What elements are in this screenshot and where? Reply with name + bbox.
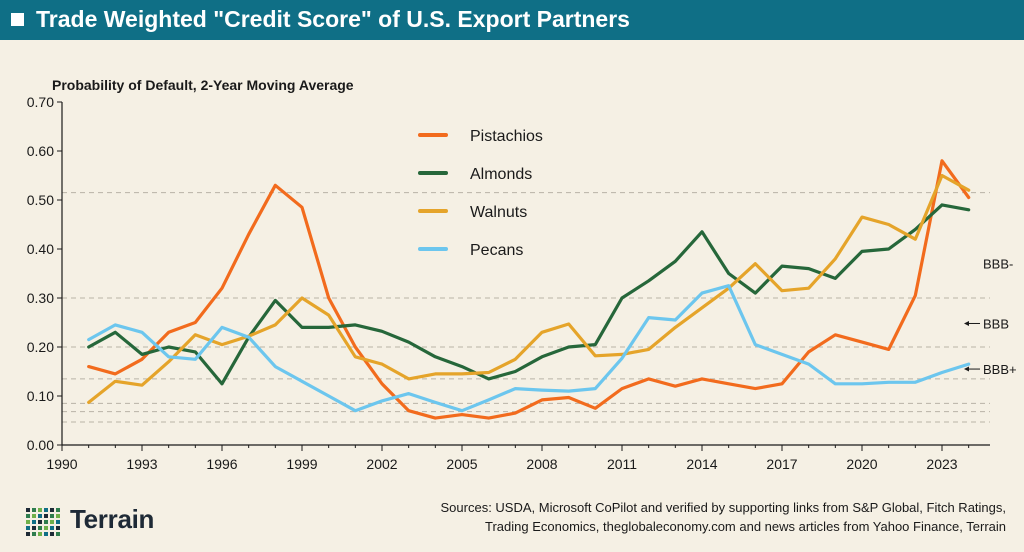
x-tick-label: 2014 xyxy=(686,456,717,472)
logo-dot xyxy=(32,514,36,518)
legend: Pistachios Almonds Walnuts Pecans xyxy=(418,128,543,259)
rating-label: BBB+ xyxy=(983,362,1017,377)
rating-label: BBB xyxy=(983,316,1009,331)
logo-dot xyxy=(26,514,30,518)
y-tick-label: 0.70 xyxy=(27,94,54,110)
legend-label: Pecans xyxy=(470,242,523,259)
chart-area: 0.00 0.10 0.20 0.30 0.40 0.50 0.60 0.70 1990 1993… xyxy=(27,77,1017,472)
logo-dot xyxy=(32,526,36,530)
axes: 0.00 0.10 0.20 0.30 0.40 0.50 0.60 0.70 1990 1993… xyxy=(27,94,990,472)
sources-line-1: Sources: USDA, Microsoft CoPilot and ver… xyxy=(440,500,1007,515)
x-tick-label: 2017 xyxy=(766,456,797,472)
logo-dot xyxy=(26,526,30,530)
x-tick-label: 2005 xyxy=(446,456,477,472)
x-tick-label: 1993 xyxy=(126,456,157,472)
logo-dot xyxy=(32,532,36,536)
y-tick-label: 0.00 xyxy=(27,437,54,453)
logo-dot xyxy=(44,508,48,512)
logo-dot xyxy=(44,514,48,518)
y-axis-label: Probability of Default, 2-Year Moving Av… xyxy=(52,77,354,93)
title-square-icon xyxy=(11,13,24,26)
logo-text: Terrain xyxy=(70,504,155,534)
series-lines xyxy=(87,159,971,420)
series-line-pistachios xyxy=(87,159,971,420)
series-line-walnuts xyxy=(87,173,971,404)
logo-dot xyxy=(50,514,54,518)
y-tick-label: 0.50 xyxy=(27,192,54,208)
logo-dot xyxy=(38,514,42,518)
y-tick-label: 0.30 xyxy=(27,290,54,306)
logo-dot xyxy=(26,508,30,512)
logo-dot xyxy=(44,526,48,530)
logo-dot xyxy=(50,532,54,536)
logo-dot xyxy=(56,508,60,512)
y-tick-label: 0.20 xyxy=(27,339,54,355)
reference-lines xyxy=(62,192,990,423)
logo-dot xyxy=(44,520,48,524)
legend-label: Pistachios xyxy=(470,128,543,145)
x-tick-label: 1999 xyxy=(286,456,317,472)
legend-label: Almonds xyxy=(470,166,532,183)
chart-title: Trade Weighted "Credit Score" of U.S. Ex… xyxy=(36,6,630,32)
sources-note: Sources: USDA, Microsoft CoPilot and ver… xyxy=(441,498,1007,536)
logo-dot xyxy=(38,508,42,512)
logo-dot xyxy=(56,526,60,530)
x-tick-label: 2002 xyxy=(366,456,397,472)
x-tick-label: 2020 xyxy=(846,456,877,472)
y-tick-label: 0.60 xyxy=(27,143,54,159)
logo-dot xyxy=(56,532,60,536)
logo-dot xyxy=(26,520,30,524)
legend-label: Walnuts xyxy=(470,204,527,221)
x-tick-label: 1990 xyxy=(46,456,77,472)
x-tick-label: 2023 xyxy=(926,456,957,472)
x-tick-label: 1996 xyxy=(206,456,237,472)
rating-label: BBB- xyxy=(983,257,1013,272)
logo-dots-icon xyxy=(26,508,66,538)
logo-dot xyxy=(50,526,54,530)
y-tick-label: 0.10 xyxy=(27,388,54,404)
logo-dot xyxy=(38,532,42,536)
logo-dot xyxy=(38,520,42,524)
x-tick-label: 2008 xyxy=(526,456,557,472)
logo-dot xyxy=(26,532,30,536)
logo-dot xyxy=(44,532,48,536)
logo-dot xyxy=(56,520,60,524)
logo-dot xyxy=(38,526,42,530)
series-line-pecans xyxy=(87,284,971,413)
rating-labels: BBB- BBB BBB+ xyxy=(964,257,1017,377)
logo-dot xyxy=(50,520,54,524)
logo-dot xyxy=(50,508,54,512)
logo-dot xyxy=(32,508,36,512)
logo-dot xyxy=(56,514,60,518)
x-tick-label: 2011 xyxy=(607,456,637,472)
y-tick-label: 0.40 xyxy=(27,241,54,257)
rating-arrowhead xyxy=(964,366,969,372)
logo-dot xyxy=(32,520,36,524)
rating-arrowhead xyxy=(964,320,969,326)
sources-line-2: Trading Economics, theglobaleconomy.com … xyxy=(485,519,1006,534)
title-bar: Trade Weighted "Credit Score" of U.S. Ex… xyxy=(0,0,1024,40)
series-line-almonds xyxy=(87,203,971,386)
